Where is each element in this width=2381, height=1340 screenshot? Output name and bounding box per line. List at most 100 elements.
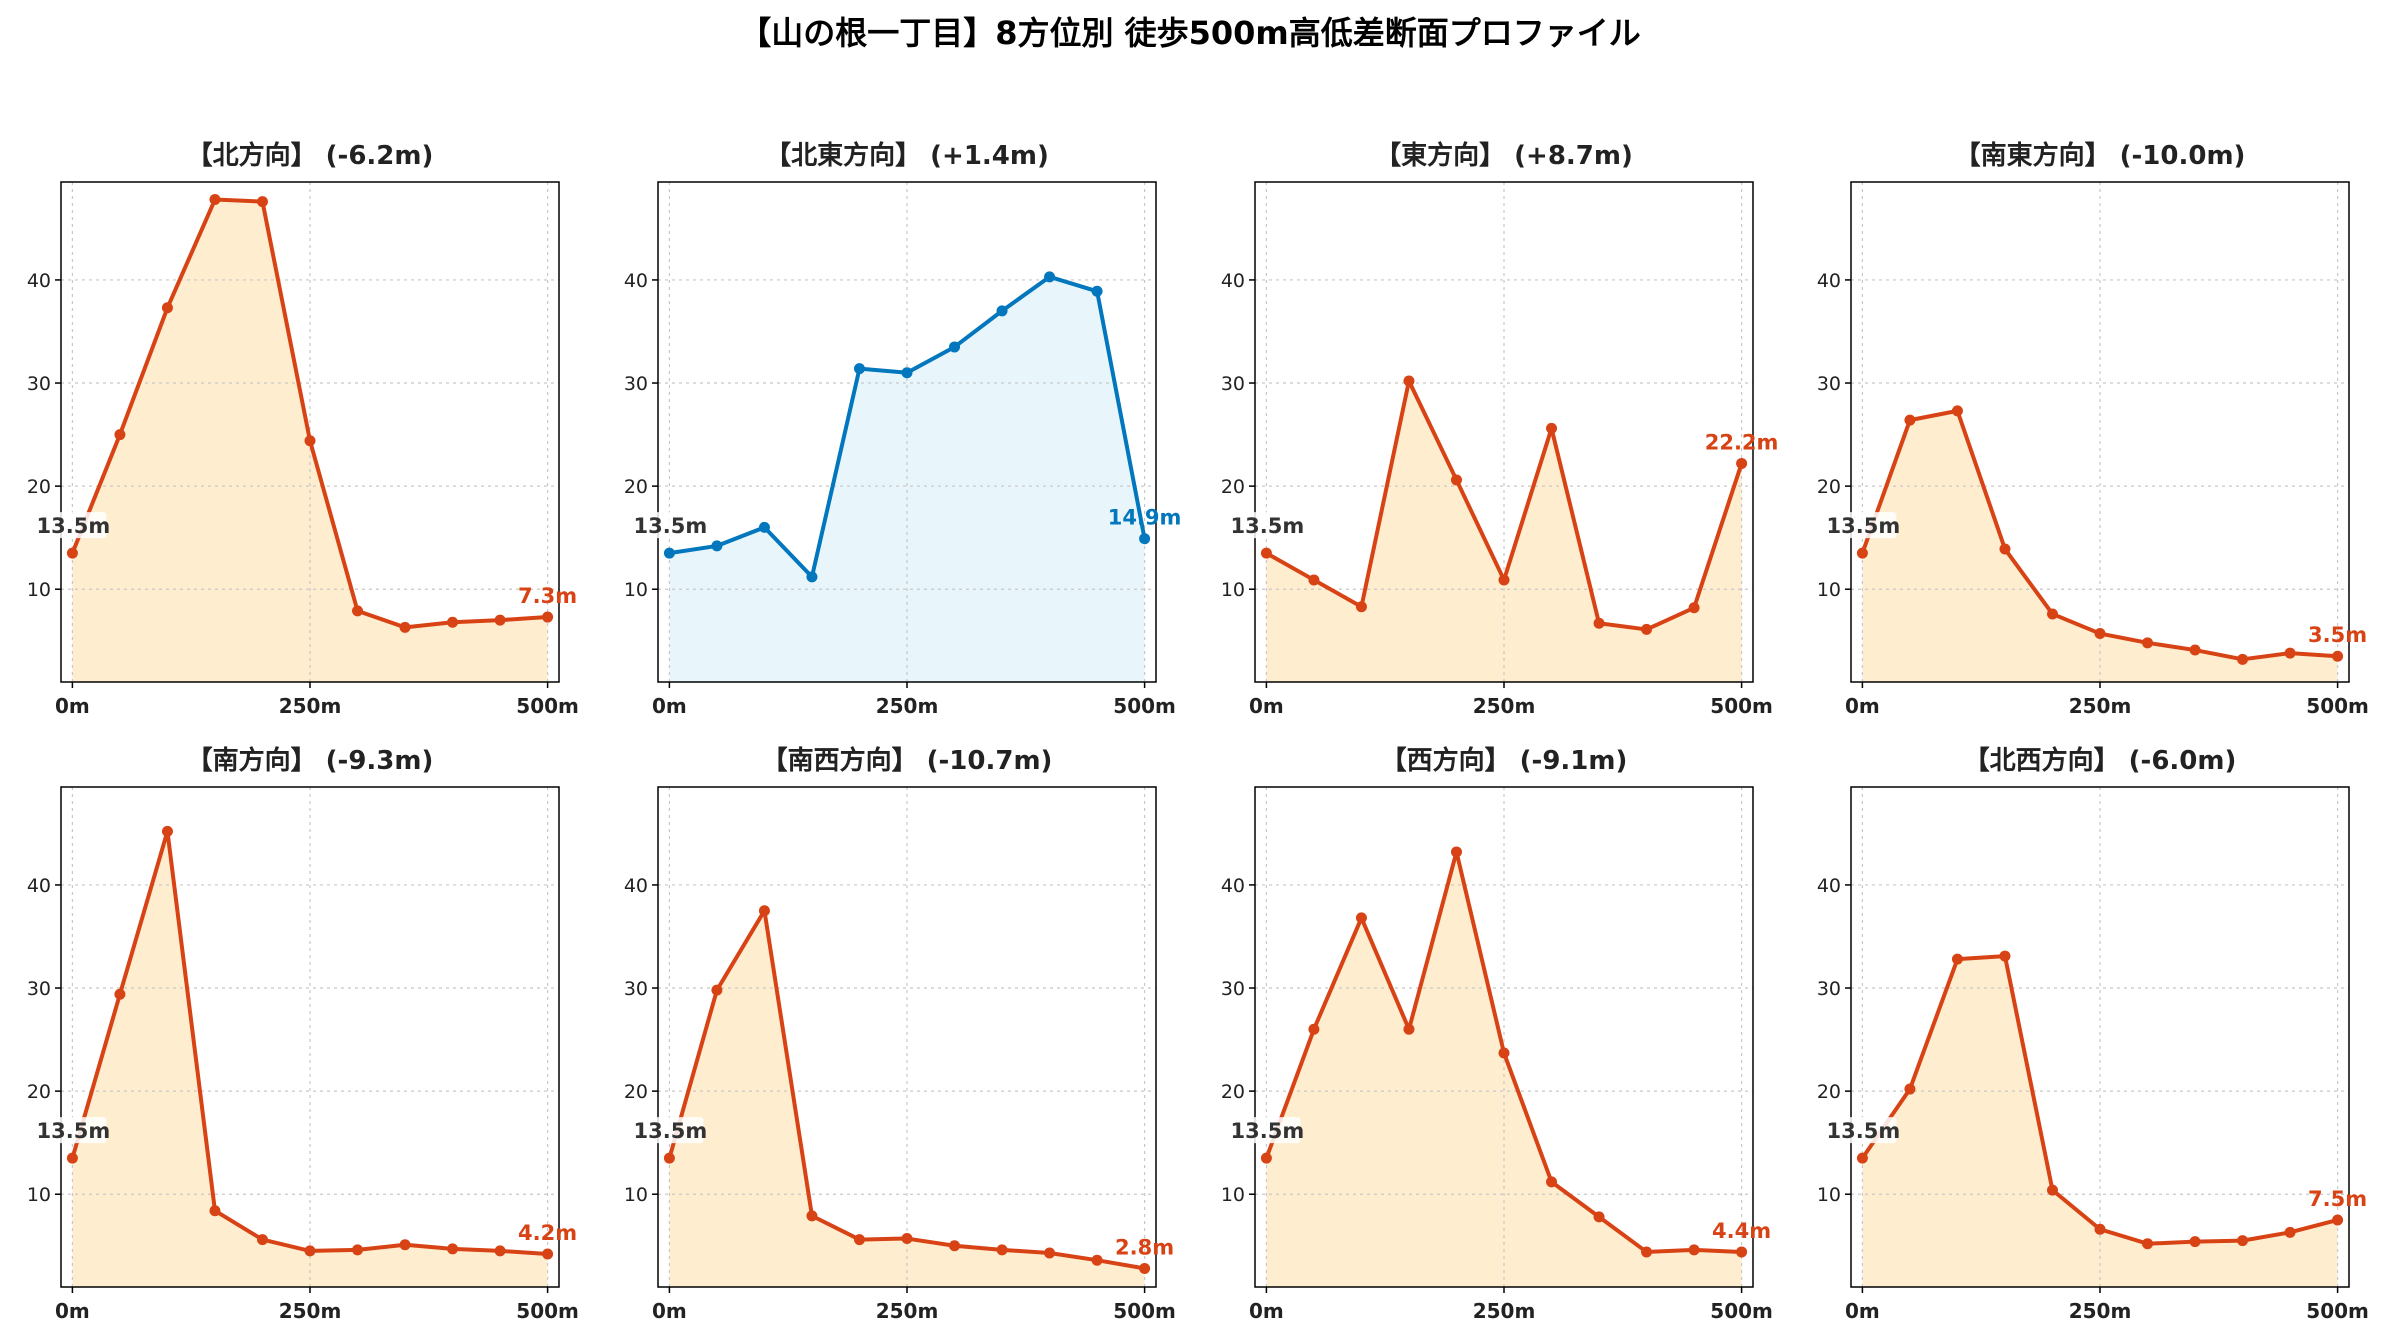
panel-4: 【南方向】 (-9.3m) 10 20 30 40 0m 250m 500m 13.5m 4.2m	[27, 745, 579, 1323]
x-tick-label: 250m	[2069, 1299, 2132, 1323]
elevation-point	[853, 363, 865, 375]
elevation-point	[2094, 1223, 2106, 1235]
end-label: 14.9m	[1108, 506, 1182, 530]
elevation-point	[758, 905, 770, 917]
elevation-point	[1260, 547, 1272, 559]
panel-2: 【東方向】 (+8.7m) 10 20 30 40 0m 250m 500m 13.5m 22.2…	[1221, 140, 1779, 718]
elevation-area	[669, 276, 1145, 682]
elevation-point	[1688, 1244, 1700, 1256]
start-label-bg	[1232, 1117, 1301, 1144]
elevation-point	[304, 435, 316, 447]
y-tick-label: 20	[1221, 476, 1245, 498]
elevation-point	[1904, 414, 1916, 426]
start-label-bg	[635, 512, 704, 539]
x-tick-label: 500m	[1113, 694, 1176, 718]
start-label-bg	[1828, 1117, 1897, 1144]
figure-title: 【山の根一丁目】8方位別 徒歩500m高低差断面プロファイル	[739, 14, 1641, 52]
elevation-point	[1498, 1047, 1510, 1059]
elevation-point	[2237, 653, 2249, 665]
panel-5: 【南西方向】 (-10.7m) 10 20 30 40 0m 250m 500m 13.5m 2.…	[624, 745, 1176, 1323]
elevation-point	[1641, 623, 1653, 635]
elevation-point	[352, 605, 364, 617]
panel-title: 【東方向】 (+8.7m)	[1375, 140, 1633, 171]
y-tick-label: 10	[624, 1184, 648, 1206]
elevation-point	[663, 1152, 675, 1164]
end-label: 7.3m	[518, 584, 577, 608]
end-label: 2.8m	[1115, 1235, 1174, 1259]
elevation-point	[1951, 405, 1963, 417]
x-tick-label: 250m	[2069, 694, 2132, 718]
y-tick-label: 40	[1817, 875, 1841, 897]
elevation-point	[447, 1243, 459, 1255]
elevation-point	[1044, 271, 1056, 283]
elevation-point	[304, 1245, 316, 1257]
elevation-point	[1450, 846, 1462, 858]
x-tick-label: 250m	[1473, 1299, 1536, 1323]
y-tick-label: 10	[1221, 579, 1245, 601]
y-tick-label: 30	[1817, 978, 1841, 1000]
elevation-point	[2046, 1184, 2058, 1196]
start-label-bg	[1232, 512, 1301, 539]
y-tick-label: 30	[1817, 373, 1841, 395]
end-label: 4.2m	[518, 1221, 577, 1245]
start-label: 13.5m	[37, 1119, 111, 1143]
y-tick-label: 20	[624, 1081, 648, 1103]
elevation-point	[1546, 422, 1558, 434]
elevation-point	[114, 988, 126, 1000]
elevation-point	[2046, 608, 2058, 620]
elevation-point	[1951, 953, 1963, 965]
x-tick-label: 0m	[1249, 1299, 1284, 1323]
start-label: 13.5m	[1231, 1119, 1305, 1143]
elevation-point	[1091, 1254, 1103, 1266]
y-tick-label: 40	[1221, 270, 1245, 292]
elevation-point	[66, 1152, 78, 1164]
start-label: 13.5m	[1827, 514, 1901, 538]
elevation-point	[996, 305, 1008, 317]
start-label-bg	[635, 1117, 704, 1144]
elevation-point	[1904, 1083, 1916, 1095]
elevation-point	[1688, 602, 1700, 614]
elevation-point	[256, 196, 268, 208]
elevation-point	[494, 1245, 506, 1257]
y-tick-label: 10	[624, 579, 648, 601]
elevation-point	[996, 1244, 1008, 1256]
elevation-point	[1091, 285, 1103, 297]
panel-title: 【南東方向】 (-10.0m)	[1955, 140, 2246, 171]
y-tick-label: 20	[1817, 1081, 1841, 1103]
elevation-point	[663, 547, 675, 559]
elevation-point	[2237, 1235, 2249, 1247]
elevation-point	[949, 1240, 961, 1252]
y-tick-label: 30	[27, 978, 51, 1000]
y-tick-label: 10	[1221, 1184, 1245, 1206]
elevation-point	[66, 547, 78, 559]
y-tick-label: 20	[624, 476, 648, 498]
elevation-area	[1266, 380, 1742, 682]
x-tick-label: 500m	[516, 694, 579, 718]
x-tick-label: 250m	[279, 694, 342, 718]
elevation-point	[901, 1233, 913, 1245]
elevation-point	[2142, 1238, 2154, 1250]
elevation-point	[1736, 1246, 1748, 1258]
elevation-point	[542, 1248, 554, 1260]
y-tick-label: 20	[1817, 476, 1841, 498]
elevation-area	[1862, 956, 2338, 1287]
elevation-point	[1593, 1211, 1605, 1223]
elevation-point	[1999, 543, 2011, 555]
elevation-area	[1862, 410, 2338, 682]
elevation-point	[758, 521, 770, 533]
x-tick-label: 0m	[55, 1299, 90, 1323]
elevation-point	[1641, 1246, 1653, 1258]
elevation-point	[901, 367, 913, 379]
panel-0: 【北方向】 (-6.2m) 10 20 30 40 0m 250m 500m 13.5m 7.3m	[27, 140, 579, 718]
start-label-bg	[38, 1117, 107, 1144]
y-tick-label: 10	[27, 579, 51, 601]
y-tick-label: 10	[1817, 1184, 1841, 1206]
elevation-point	[2189, 1236, 2201, 1248]
x-tick-label: 500m	[2306, 1299, 2369, 1323]
x-tick-label: 500m	[2306, 694, 2369, 718]
elevation-area	[669, 910, 1145, 1287]
elevation-point	[711, 540, 723, 552]
elevation-point	[1355, 601, 1367, 613]
elevation-point	[1308, 1023, 1320, 1035]
start-label: 13.5m	[634, 514, 708, 538]
